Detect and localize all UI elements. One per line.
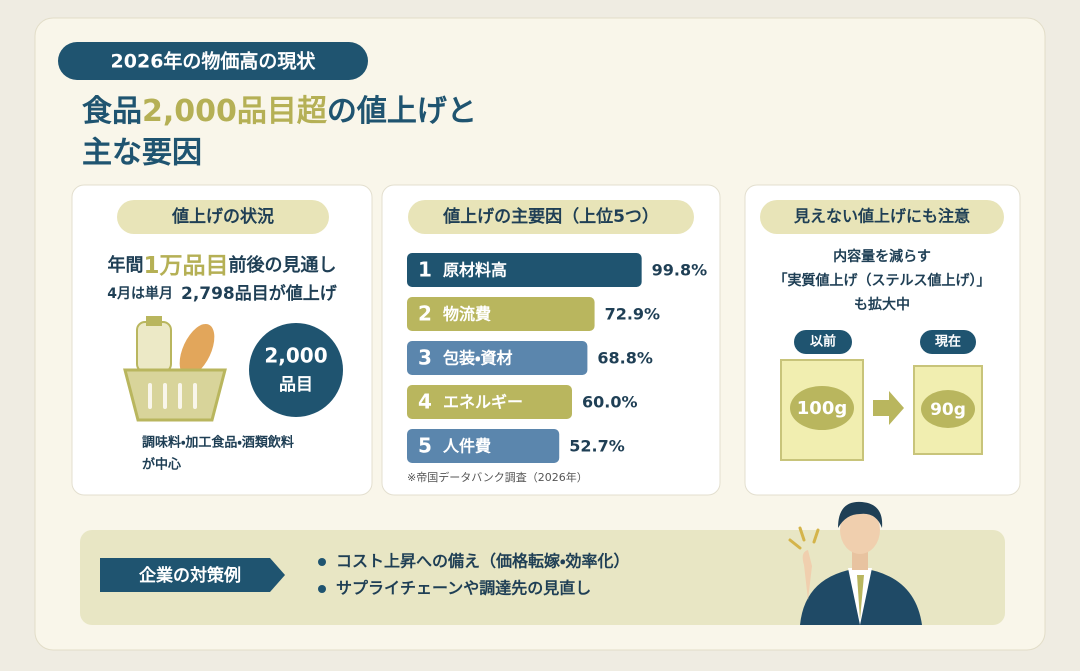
t: 1万品目 — [143, 253, 228, 279]
circle-number: 2,000 — [264, 344, 327, 368]
before-label: 以前 — [810, 334, 836, 350]
note: 調味料・加工食品・酒類飲料 — [142, 435, 294, 451]
panel-title: 値上げの状況 — [171, 206, 274, 227]
headline: 年間1万品目前後の見通し — [107, 253, 336, 279]
t: 年間 — [107, 254, 143, 276]
bar-chart: 1 原材料高 99.8% 2 物流費 72.9% 3 包装・資材 68.8% 4 エネルギー 60.0… — [407, 253, 707, 463]
heading-highlight: 2,000品目超 — [142, 94, 328, 129]
basket-icon — [123, 316, 227, 422]
heading-part: 食品 — [82, 94, 142, 129]
rank: 2 — [418, 302, 432, 326]
t: 4月は単月 — [107, 285, 173, 302]
category: 原材料高 — [443, 261, 507, 280]
rank: 3 — [418, 346, 432, 370]
measure-item: コスト上昇への備え（価格転嫁・効率化） — [336, 552, 629, 571]
person-illustration — [788, 501, 922, 625]
text-line: 内容量を減らす — [833, 248, 931, 265]
text-line: 「実質値上げ（ステルス値上げ）」 — [774, 272, 991, 289]
category: エネルギー — [443, 393, 523, 412]
t: の見通し — [265, 255, 337, 276]
rank: 4 — [418, 390, 432, 414]
bar — [407, 341, 588, 375]
before-amount: 100g — [797, 398, 847, 419]
measures-badge: 企業の対策例 — [139, 565, 241, 586]
subline: 4月は単月 2,798品目が値上げ — [107, 283, 338, 304]
bullet — [318, 558, 326, 566]
pill — [117, 200, 329, 234]
category: 包装・資材 — [442, 349, 512, 368]
heading-line2: 主な要因 — [82, 136, 202, 171]
pill — [794, 330, 852, 354]
panel-title: 見えない値上げにも注意 — [793, 207, 970, 226]
after-label: 現在 — [935, 334, 961, 350]
note: が中心 — [142, 457, 181, 473]
measures-band — [80, 530, 1005, 625]
heading: 食品2,000品目超の値上げと — [82, 94, 477, 129]
bag-window — [921, 390, 975, 428]
value-label: 52.7% — [569, 437, 625, 456]
bar — [407, 253, 642, 287]
value-label: 99.8% — [652, 261, 708, 280]
value-label: 72.9% — [605, 305, 661, 324]
bag-window — [790, 386, 854, 430]
t: 2,798品目が値上げ — [181, 283, 338, 304]
pill — [920, 330, 976, 354]
badge-bg — [58, 42, 368, 80]
bullet — [318, 585, 326, 593]
rank: 5 — [418, 434, 432, 458]
heading-part: の値上げと — [327, 94, 477, 129]
value-label: 60.0% — [582, 393, 638, 412]
bar — [407, 385, 572, 419]
value-label: 68.8% — [597, 349, 653, 368]
pill — [760, 200, 1004, 234]
bar — [407, 297, 595, 331]
t: 前後 — [229, 254, 266, 276]
pill — [408, 200, 694, 234]
source: ※帝国データバンク調査（2026年） — [407, 470, 588, 484]
text-line: も拡大中 — [854, 296, 910, 313]
category: 物流費 — [443, 305, 491, 324]
circle — [249, 323, 343, 417]
category: 人件費 — [442, 437, 491, 456]
rank: 1 — [418, 258, 432, 282]
arrow — [873, 391, 904, 425]
badge: 2026年の物価高の現状 — [111, 50, 317, 73]
measures-badge-bg — [100, 558, 285, 592]
measure-item: サプライチェーンや調達先の見直し — [336, 579, 591, 598]
after-amount: 90g — [930, 400, 966, 420]
chart-title: 値上げの主要因（上位5つ） — [442, 206, 659, 227]
bar — [407, 429, 560, 463]
circle-unit: 品目 — [279, 375, 313, 395]
